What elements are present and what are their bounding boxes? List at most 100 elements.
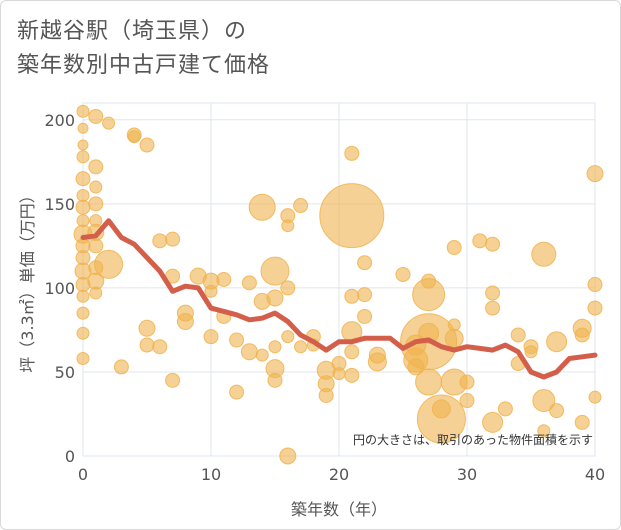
bubble-point	[293, 198, 309, 214]
bubble-point	[88, 159, 104, 175]
x-tick-labels: 0 10 20 30 40	[78, 465, 605, 484]
bubble-point	[138, 319, 156, 337]
bubble-point	[88, 238, 104, 254]
x-axis-label: 築年数（年）	[291, 500, 387, 519]
bubble-point	[416, 394, 466, 444]
bubble-point	[332, 367, 346, 381]
bubble-point	[482, 411, 504, 433]
bubble-point	[281, 219, 295, 233]
title-line-1: 新越谷駅（埼玉県）の	[17, 19, 248, 44]
bubble-point	[395, 266, 411, 282]
bubble-point	[510, 327, 526, 343]
grid-lines	[82, 103, 596, 457]
bubble-point	[165, 372, 181, 388]
bubble-point	[76, 104, 90, 118]
bubble-point	[431, 399, 451, 419]
bubble-point	[216, 272, 232, 287]
title-line-2: 築年数別中古戸建て価格	[17, 53, 271, 78]
bubble-point	[319, 183, 385, 249]
x-tick-label: 0	[78, 465, 88, 484]
bubble-point	[268, 340, 282, 354]
average-price-line	[80, 218, 598, 380]
y-tick-label: 50	[55, 363, 75, 382]
bubble-point	[537, 424, 551, 438]
bubble-point	[240, 343, 258, 361]
bubble-point	[88, 108, 104, 124]
bubble-point	[485, 236, 501, 252]
y-tick-label: 100	[44, 279, 75, 298]
x-tick-label: 10	[201, 465, 221, 484]
bubble-point	[139, 337, 155, 353]
bubble-point	[165, 231, 181, 247]
bubble-point	[94, 249, 124, 279]
bubble-point	[266, 289, 284, 307]
bubble-point	[344, 344, 360, 360]
x-tick-label: 40	[585, 465, 605, 484]
bubble-point	[421, 273, 437, 289]
y-tick-label: 150	[44, 195, 75, 214]
bubble-point	[485, 300, 501, 316]
bubble-point	[89, 286, 103, 300]
bubble-point	[255, 348, 269, 362]
bubble-point	[279, 447, 297, 465]
bubble-point	[357, 255, 373, 271]
bubble-point	[75, 171, 91, 187]
bubble-point	[485, 285, 501, 301]
bubble-point	[76, 188, 90, 202]
bubble-point	[76, 352, 90, 366]
bubble-point	[294, 340, 308, 354]
bubble-point	[524, 345, 538, 359]
bubble-point	[76, 289, 90, 303]
bubble-point	[75, 250, 91, 266]
bubble-point	[280, 280, 296, 296]
bubble-point	[127, 130, 141, 144]
bubble-point	[248, 193, 276, 221]
bubble-point	[459, 374, 475, 390]
bubble-point	[152, 339, 168, 355]
bubble-point	[76, 306, 90, 320]
bubble-point	[139, 137, 155, 153]
bubble-point	[546, 331, 568, 353]
y-tick-label: 0	[65, 447, 75, 466]
bubble-point	[587, 277, 603, 293]
bubble-point	[549, 403, 565, 419]
bubble-point	[344, 288, 360, 304]
bubble-point	[77, 122, 89, 134]
bubble-point	[318, 387, 334, 403]
bubble-point	[497, 401, 513, 417]
bubble-point	[574, 414, 590, 430]
bubble-size-note: 円の大きさは、取引のあった物件面積を示す	[353, 432, 593, 447]
chart-title: 新越谷駅（埼玉県）の 築年数別中古戸建て価格	[17, 15, 270, 83]
bubble-point	[588, 390, 602, 404]
bubble-point	[203, 329, 219, 345]
bubble-point	[415, 368, 443, 396]
bubble-point	[531, 241, 557, 267]
bubble-point	[241, 275, 257, 291]
bubble-point	[586, 165, 604, 183]
bubble-point	[229, 384, 245, 400]
bubble-point	[113, 359, 129, 375]
bubble-point	[267, 372, 283, 388]
bubble-point	[532, 389, 556, 413]
bubble-series	[73, 104, 604, 465]
bubble-point	[204, 284, 218, 298]
bubble-point	[447, 318, 461, 332]
bubble-point	[344, 145, 360, 161]
bubble-point	[75, 199, 91, 215]
bubble-point	[76, 150, 90, 164]
x-tick-label: 20	[329, 465, 349, 484]
bubble-point	[446, 240, 462, 256]
x-tick-label: 30	[457, 465, 477, 484]
bubble-point	[152, 233, 168, 249]
bubble-point	[88, 196, 104, 212]
bubble-point	[344, 367, 360, 383]
bubble-point	[444, 328, 464, 348]
bubble-point	[459, 393, 475, 409]
y-tick-labels: 0 50 100 150 200	[44, 111, 75, 466]
bubble-point	[587, 300, 603, 316]
bubble-point	[176, 313, 194, 331]
bubble-point	[76, 326, 90, 340]
bubble-point	[357, 287, 373, 303]
bubble-point	[260, 256, 290, 286]
